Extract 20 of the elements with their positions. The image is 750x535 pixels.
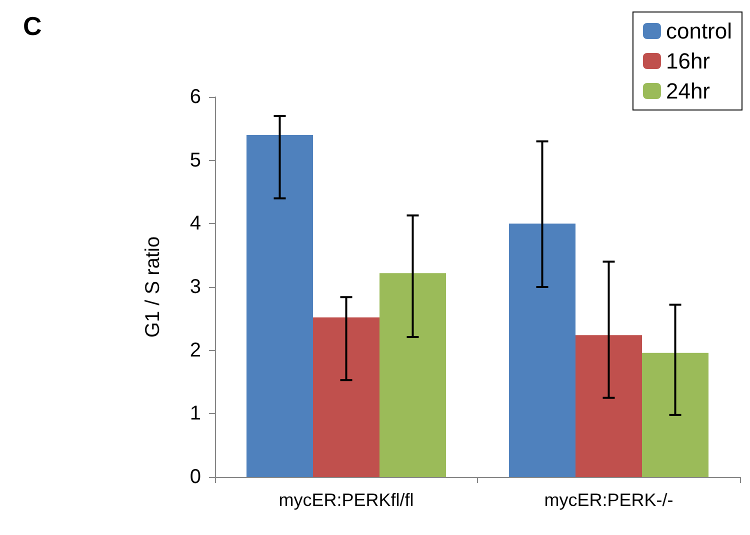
y-axis-title: G1 / S ratio <box>142 236 164 338</box>
y-tick-label: 2 <box>190 339 201 362</box>
x-tick-label: mycER:PERKfl/fl <box>278 490 414 510</box>
bar <box>380 273 446 477</box>
y-tick-label: 6 <box>190 86 201 108</box>
legend-label: 24hr <box>666 78 710 104</box>
bar <box>576 335 642 477</box>
y-tick-label: 3 <box>190 276 201 298</box>
chart-title: C <box>23 11 42 41</box>
legend-label: 16hr <box>666 48 710 74</box>
bar <box>509 224 576 477</box>
legend-label: control <box>666 18 732 44</box>
y-tick-label: 4 <box>190 212 201 235</box>
bar <box>246 135 313 477</box>
bar <box>642 352 708 477</box>
y-tick-label: 5 <box>190 149 201 172</box>
y-tick-label: 0 <box>190 466 201 488</box>
bar <box>313 317 380 477</box>
y-tick-label: 1 <box>190 402 201 425</box>
x-tick-label: mycER:PERK-/- <box>544 490 674 510</box>
